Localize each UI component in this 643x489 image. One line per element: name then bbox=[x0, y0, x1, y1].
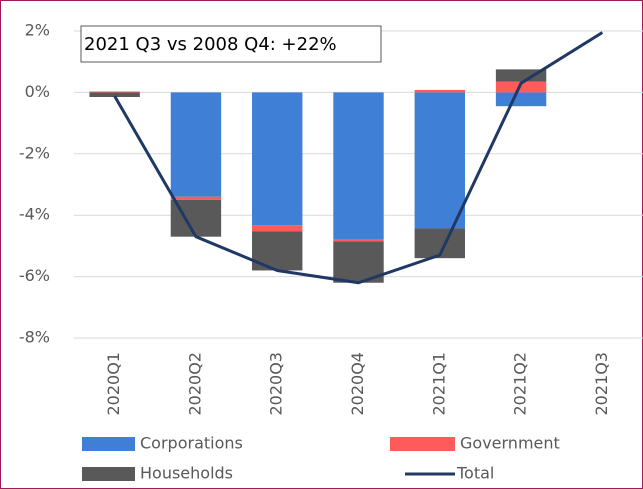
annotation: 2021 Q3 vs 2008 Q4: +22% bbox=[84, 34, 337, 55]
legend-label: Corporations bbox=[140, 434, 243, 453]
legend-label: Households bbox=[140, 464, 233, 483]
legend-swatch bbox=[82, 467, 135, 481]
bar bbox=[170, 196, 222, 200]
y-tick-label: -6% bbox=[19, 266, 50, 285]
bar bbox=[89, 91, 140, 93]
bar bbox=[170, 92, 222, 197]
bar bbox=[495, 69, 547, 82]
bar bbox=[252, 92, 303, 226]
bar bbox=[414, 92, 465, 229]
x-tick-label: 2021Q3 bbox=[592, 352, 611, 416]
line bbox=[113, 31, 604, 285]
bar bbox=[89, 92, 140, 98]
bar bbox=[495, 81, 547, 93]
legend-swatch bbox=[390, 437, 455, 451]
y-tick-label: 2% bbox=[25, 21, 50, 40]
y-tick-label: -4% bbox=[19, 205, 50, 224]
x-tick-label: 2021Q2 bbox=[511, 352, 530, 416]
legend-swatch bbox=[82, 437, 135, 451]
bar bbox=[333, 92, 384, 240]
legend-label: Government bbox=[460, 434, 560, 453]
legend-label: Total bbox=[456, 464, 494, 483]
y-tick-label: -2% bbox=[19, 143, 50, 162]
bar bbox=[414, 89, 465, 93]
y-tick-label: 0% bbox=[25, 82, 50, 101]
x-tick-label: 2020Q1 bbox=[104, 352, 123, 416]
bar bbox=[333, 239, 384, 242]
x-tick-label: 2020Q4 bbox=[348, 352, 367, 416]
bar bbox=[252, 225, 303, 232]
y-tick-label: -8% bbox=[19, 328, 50, 347]
x-tick-label: 2020Q3 bbox=[267, 352, 286, 416]
x-tick-label: 2020Q2 bbox=[185, 352, 204, 416]
x-tick-label: 2021Q1 bbox=[429, 352, 448, 416]
bar bbox=[495, 92, 547, 107]
annotation-box bbox=[80, 25, 382, 63]
